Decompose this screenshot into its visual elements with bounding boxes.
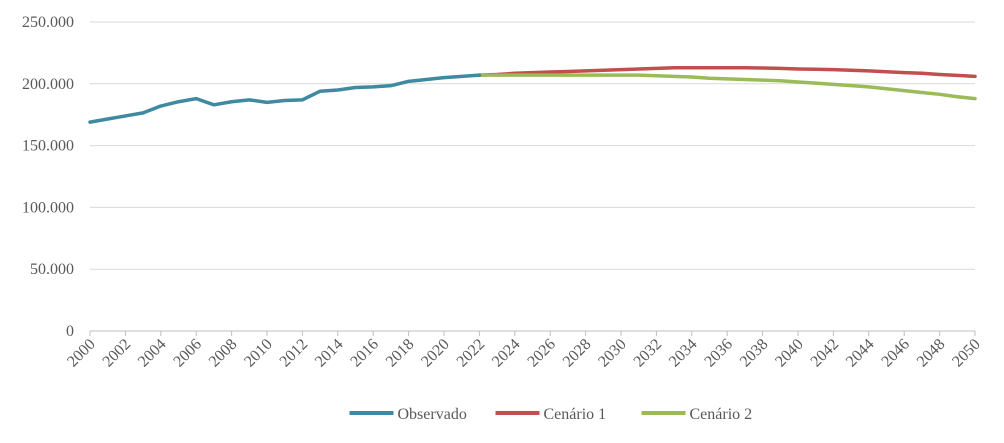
x-tick-label: 2040 bbox=[772, 336, 807, 371]
x-tick-label: 2032 bbox=[631, 336, 666, 371]
series-line-2 bbox=[477, 73, 977, 101]
x-tick-label: 2050 bbox=[949, 336, 984, 371]
y-tick-label: 100.000 bbox=[22, 199, 74, 216]
x-tick-label: 2004 bbox=[135, 336, 170, 371]
series-layer bbox=[88, 65, 977, 124]
x-tick-label: 2012 bbox=[277, 336, 312, 371]
x-tick-label: 2048 bbox=[914, 336, 949, 371]
y-tick-label: 50.000 bbox=[30, 261, 74, 278]
x-tick-label: 2034 bbox=[666, 336, 701, 371]
x-tick-label: 2006 bbox=[170, 336, 205, 371]
x-tick-label: 2000 bbox=[64, 336, 99, 371]
y-tick-label: 0 bbox=[66, 323, 74, 340]
x-tick-label: 2008 bbox=[206, 336, 241, 371]
legend-label: Cenário 1 bbox=[544, 406, 607, 423]
series-line-1 bbox=[477, 65, 977, 79]
y-axis: 0 50.000 100.000 150.000 200.000 250.000 bbox=[22, 14, 74, 340]
y-tick-label: 150.000 bbox=[22, 138, 74, 155]
series-line-0 bbox=[88, 73, 482, 124]
x-tick-label: 2010 bbox=[241, 336, 276, 371]
x-tick-label: 2030 bbox=[595, 336, 630, 371]
x-tick-label: 2014 bbox=[312, 336, 347, 371]
x-tick-label: 2024 bbox=[489, 336, 524, 371]
x-tick-label: 2042 bbox=[808, 336, 843, 371]
x-tick-label: 2020 bbox=[418, 336, 453, 371]
x-tick-label: 2028 bbox=[560, 336, 595, 371]
legend: Observado Cenário 1 Cenário 2 bbox=[349, 406, 753, 423]
x-tick-label: 2026 bbox=[524, 336, 559, 371]
x-tick-label: 2002 bbox=[100, 336, 135, 371]
legend-label: Cenário 2 bbox=[690, 406, 753, 423]
y-tick-label: 200.000 bbox=[22, 76, 74, 93]
x-tick-label: 2036 bbox=[701, 336, 736, 371]
x-tick-label: 2022 bbox=[454, 336, 489, 371]
x-tick-label: 2018 bbox=[383, 336, 418, 371]
x-tick-label: 2044 bbox=[843, 336, 878, 371]
legend-label: Observado bbox=[398, 406, 467, 423]
y-tick-label: 250.000 bbox=[22, 14, 74, 31]
x-tick-label: 2038 bbox=[737, 336, 772, 371]
x-tick-label: 2016 bbox=[347, 336, 382, 371]
x-tick-label: 2046 bbox=[878, 336, 913, 371]
x-axis: 2000 2002 2004 2006 2008 2010 2012 2014 2016 2018… bbox=[64, 330, 984, 371]
